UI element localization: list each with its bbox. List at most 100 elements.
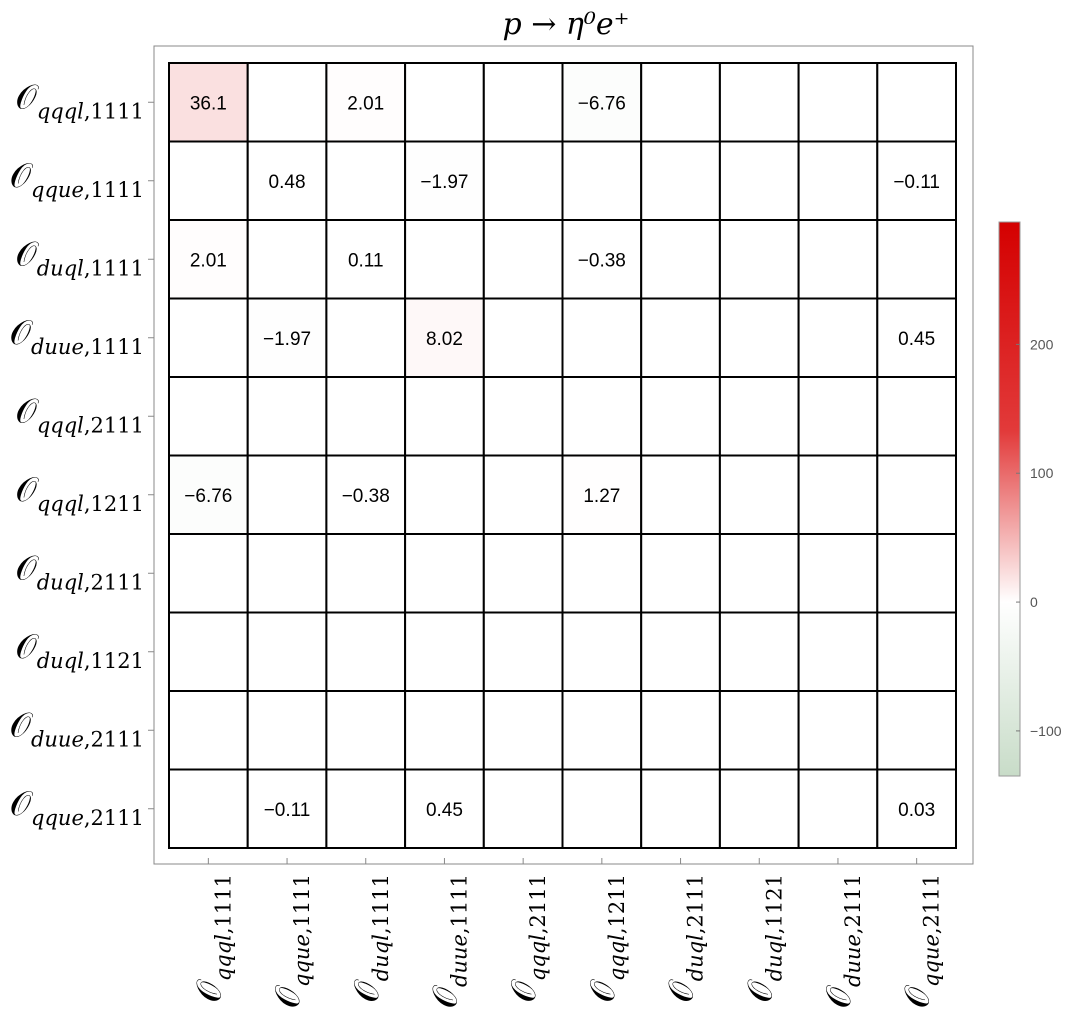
row-label: 𝒪duue,1111 <box>10 313 144 359</box>
heatmap-cell <box>640 297 721 378</box>
heatmap-cell <box>876 140 957 221</box>
heatmap-cell <box>797 297 879 378</box>
heatmap-cell <box>640 62 721 143</box>
row-label: 𝒪qqql,1111 <box>15 77 144 123</box>
heatmap-cell <box>640 768 721 849</box>
row-label: 𝒪duue,2111 <box>10 705 144 751</box>
row-label: 𝒪qque,2111 <box>10 784 144 830</box>
heatmap-cell <box>325 140 407 221</box>
column-label: 𝒪duue,2111 <box>819 874 865 1008</box>
heatmap-cell <box>168 376 249 457</box>
column-label: 𝒪qqql,1111 <box>189 874 235 1003</box>
column-label: 𝒪duql,1121 <box>740 874 786 1003</box>
heatmap-cell <box>561 768 643 849</box>
heatmap-cell <box>404 376 485 457</box>
cell-value-label: 0.03 <box>898 800 935 821</box>
row-labels: 𝒪qqql,1111 𝒪qque,1111 𝒪duql,1111 𝒪duue,1111… <box>10 77 144 830</box>
heatmap-cell <box>404 62 485 143</box>
cell-value-label: −6.76 <box>578 93 626 114</box>
heatmap-cell <box>876 219 957 300</box>
heatmap-cell <box>168 768 249 849</box>
heatmap-cell <box>797 454 879 535</box>
heatmap-cell <box>561 140 643 221</box>
row-label: 𝒪duql,1111 <box>15 234 144 280</box>
heatmap-cells: 36.1 2.01 −6.76 0.48 −1.97 −0.11 2.01 0.11 −0.38… <box>168 62 957 849</box>
heatmap-cell <box>797 533 879 614</box>
cell-value-label: 2.01 <box>190 250 227 271</box>
column-label: 𝒪qque,1111 <box>268 874 314 1008</box>
heatmap-cell <box>640 140 721 221</box>
heatmap-cell <box>561 297 643 378</box>
column-labels: 𝒪qqql,1111 𝒪qque,1111 𝒪duql,1111 𝒪duue,1111… <box>148 101 944 1008</box>
heatmap-cell <box>718 533 800 614</box>
heatmap-cell <box>482 690 564 771</box>
heatmap-cell <box>246 768 328 849</box>
heatmap-cell <box>482 533 564 614</box>
column-label: 𝒪qqql,2111 <box>504 874 550 1003</box>
heatmap-cell <box>561 690 643 771</box>
cell-value-label: −1.97 <box>263 329 311 350</box>
column-label: 𝒪duql,2111 <box>662 874 708 1003</box>
heatmap-cell <box>246 690 328 771</box>
heatmap-cell <box>640 690 721 771</box>
row-label: 𝒪qqql,1211 <box>15 470 144 516</box>
row-label: 𝒪duql,1121 <box>15 627 144 673</box>
cell-value-label: 2.01 <box>347 93 384 114</box>
heatmap-cell <box>718 690 800 771</box>
heatmap-cell <box>168 611 249 692</box>
heatmap-cell <box>718 454 800 535</box>
cell-value-label: 0.48 <box>269 172 306 193</box>
colorbar-tick-label: −100 <box>1030 723 1062 739</box>
heatmap-cell <box>168 690 249 771</box>
heatmap-cell <box>640 533 721 614</box>
heatmap-cell <box>876 62 957 143</box>
cell-value-label: 8.02 <box>426 329 463 350</box>
heatmap-cell <box>797 768 879 849</box>
heatmap-cell <box>482 611 564 692</box>
column-label: 𝒪qqql,1211 <box>583 874 629 1003</box>
heatmap-cell <box>168 219 249 300</box>
heatmap-cell <box>404 690 485 771</box>
heatmap-cell <box>876 690 957 771</box>
heatmap-cell <box>876 611 957 692</box>
heatmap-cell <box>404 219 485 300</box>
column-label: 𝒪duue,1111 <box>425 874 471 1008</box>
heatmap-cell <box>482 376 564 457</box>
cell-value-label: 36.1 <box>190 93 227 114</box>
heatmap-cell <box>797 62 879 143</box>
heatmap-cell <box>325 376 407 457</box>
heatmap-cell <box>561 611 643 692</box>
heatmap-cell <box>325 768 407 849</box>
heatmap-cell <box>482 297 564 378</box>
heatmap-cell <box>718 376 800 457</box>
heatmap-cell <box>561 533 643 614</box>
row-label: 𝒪qqql,2111 <box>15 391 144 437</box>
heatmap-cell <box>246 611 328 692</box>
heatmap-cell <box>640 611 721 692</box>
heatmap-cell <box>168 140 249 221</box>
cell-value-label: −0.38 <box>578 250 626 271</box>
cell-value-label: −0.11 <box>893 172 940 193</box>
colorbar-tick-label: 100 <box>1030 465 1054 481</box>
heatmap-cell <box>168 533 249 614</box>
heatmap-cell <box>876 454 957 535</box>
cell-value-label: 0.45 <box>426 800 463 821</box>
heatmap-cell <box>482 768 564 849</box>
heatmap-cell <box>718 62 800 143</box>
heatmap-cell <box>640 454 721 535</box>
heatmap-cell <box>797 140 879 221</box>
cell-value-label: −0.11 <box>264 800 311 821</box>
heatmap-cell <box>246 533 328 614</box>
heatmap-cell <box>325 690 407 771</box>
colorbar: 200 100 0 −100 <box>998 221 1062 777</box>
heatmap-cell <box>482 219 564 300</box>
heatmap-cell <box>797 219 879 300</box>
heatmap-cell <box>640 376 721 457</box>
cell-value-label: 0.45 <box>898 329 935 350</box>
heatmap-cell <box>876 533 957 614</box>
heatmap-cell <box>246 140 328 221</box>
heatmap-cell <box>561 219 643 300</box>
heatmap-cell <box>246 454 328 535</box>
heatmap-cell <box>325 297 407 378</box>
